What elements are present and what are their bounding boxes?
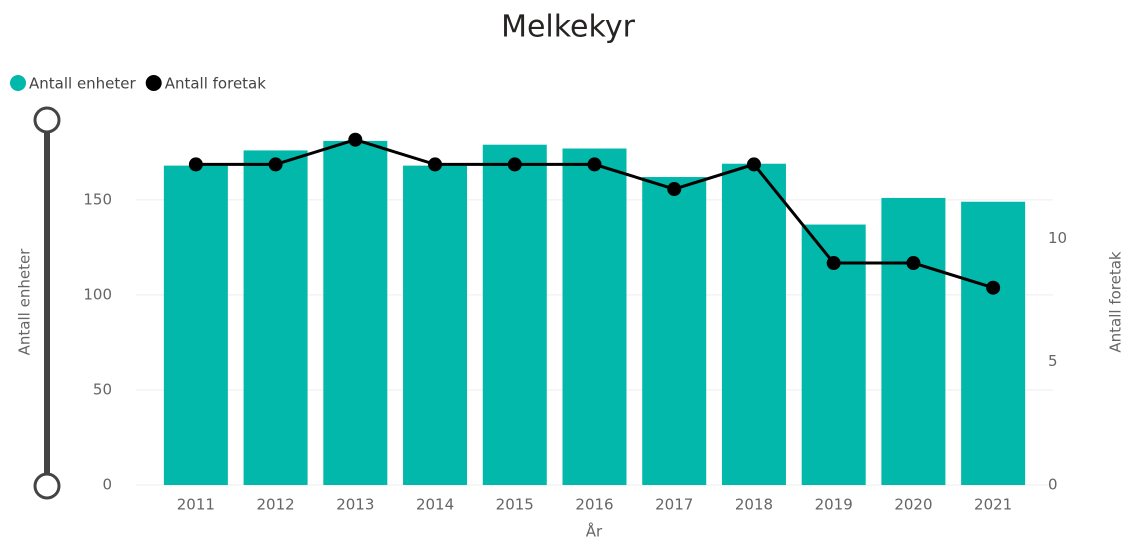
y-tick-label: 100 bbox=[83, 285, 112, 303]
bar bbox=[721, 163, 786, 486]
line-point bbox=[826, 256, 841, 271]
line-point bbox=[507, 157, 522, 172]
bar bbox=[642, 177, 707, 485]
x-tick-label: 2018 bbox=[735, 496, 773, 514]
x-tick-label: 2014 bbox=[416, 496, 454, 514]
line-point bbox=[348, 132, 363, 147]
x-tick-label: 2012 bbox=[256, 496, 294, 514]
bar bbox=[482, 144, 547, 485]
x-tick-label: 2015 bbox=[496, 496, 534, 514]
y2-tick-label: 10 bbox=[1048, 229, 1067, 247]
y-tick-label: 150 bbox=[83, 190, 112, 208]
line-point bbox=[268, 157, 283, 172]
y-axis-label: Antall enheter bbox=[16, 248, 34, 356]
y-tick-label: 50 bbox=[93, 380, 112, 398]
bar bbox=[881, 197, 946, 486]
legend-marker bbox=[10, 75, 26, 91]
line-point bbox=[746, 157, 761, 172]
bar bbox=[323, 140, 388, 486]
line-point bbox=[428, 157, 443, 172]
bar bbox=[562, 148, 627, 485]
y2-axis-label: Antall foretak bbox=[1107, 251, 1125, 353]
legend-label: Antall foretak bbox=[165, 75, 267, 93]
line-point bbox=[587, 157, 602, 172]
x-tick-label: 2013 bbox=[336, 496, 374, 514]
chart-title: Melkekyr bbox=[501, 10, 635, 45]
bar bbox=[243, 150, 308, 485]
x-tick-label: 2021 bbox=[974, 496, 1012, 514]
x-axis-label: År bbox=[586, 522, 603, 541]
x-tick-label: 2016 bbox=[575, 496, 613, 514]
legend-marker bbox=[145, 75, 162, 91]
y2-tick-label: 5 bbox=[1048, 352, 1058, 370]
bar bbox=[403, 165, 468, 485]
x-tick-label: 2020 bbox=[894, 496, 932, 514]
legend-label: Antall enheter bbox=[29, 75, 137, 93]
line-point bbox=[906, 256, 921, 271]
x-tick-label: 2019 bbox=[815, 496, 853, 514]
x-tick-label: 2017 bbox=[655, 496, 693, 514]
bar bbox=[961, 201, 1026, 485]
line-point bbox=[188, 157, 203, 172]
y2-tick-label: 0 bbox=[1048, 476, 1058, 494]
line-point bbox=[986, 280, 1001, 295]
line-point bbox=[667, 182, 682, 197]
y-tick-label: 0 bbox=[102, 476, 112, 494]
x-tick-label: 2011 bbox=[177, 496, 215, 514]
bar bbox=[163, 165, 228, 485]
range-slider bbox=[33, 106, 61, 500]
